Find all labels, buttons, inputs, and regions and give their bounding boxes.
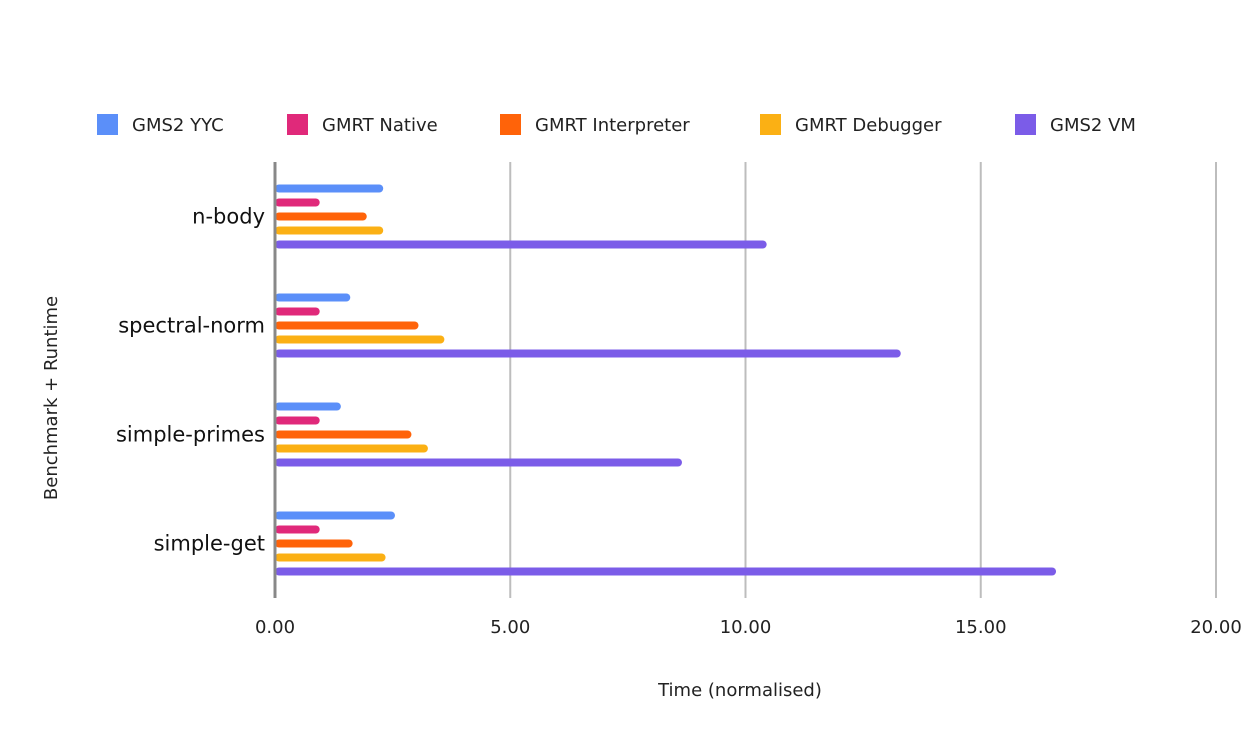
bar bbox=[275, 525, 320, 534]
category-label: n-body bbox=[192, 205, 265, 229]
bar bbox=[275, 553, 386, 562]
bar bbox=[275, 444, 428, 453]
x-tick-label: 5.00 bbox=[490, 617, 530, 638]
legend-swatch bbox=[287, 114, 308, 135]
bar bbox=[275, 321, 419, 330]
legend-item: GMRT Debugger bbox=[760, 114, 942, 136]
x-tick-labels: 0.00 5.00 10.00 15.00 20.00 bbox=[255, 617, 1242, 638]
bar bbox=[275, 212, 367, 221]
gridlines bbox=[509, 162, 1217, 598]
category-labels: n-body spectral-norm simple-primes simple-g… bbox=[116, 205, 265, 556]
legend-item: GMRT Native bbox=[287, 114, 438, 136]
category-label: spectral-norm bbox=[118, 314, 265, 338]
legend-item: GMRT Interpreter bbox=[500, 114, 690, 136]
bars bbox=[275, 184, 1057, 576]
bar bbox=[275, 458, 682, 467]
bar bbox=[275, 430, 412, 439]
legend-swatch bbox=[1015, 114, 1036, 135]
bar bbox=[275, 402, 341, 411]
bar bbox=[275, 226, 384, 235]
legend: GMS2 YYC GMRT Native GMRT Interpreter GMRT … bbox=[97, 114, 1136, 136]
x-tick-label: 20.00 bbox=[1190, 617, 1242, 638]
legend-label: GMRT Debugger bbox=[795, 115, 942, 136]
bar bbox=[275, 198, 320, 207]
legend-item: GMS2 YYC bbox=[97, 114, 224, 136]
legend-label: GMRT Interpreter bbox=[535, 115, 690, 136]
bar bbox=[275, 240, 767, 249]
legend-label: GMS2 VM bbox=[1050, 115, 1136, 136]
legend-item: GMS2 VM bbox=[1015, 114, 1136, 136]
bar bbox=[275, 539, 353, 548]
legend-swatch bbox=[760, 114, 781, 135]
bar bbox=[275, 184, 384, 193]
y-axis-title: Benchmark + Runtime bbox=[41, 296, 62, 500]
x-tick-label: 0.00 bbox=[255, 617, 295, 638]
category-label: simple-primes bbox=[116, 423, 265, 447]
legend-swatch bbox=[500, 114, 521, 135]
x-tick-label: 15.00 bbox=[955, 617, 1007, 638]
bar bbox=[275, 349, 901, 358]
bar bbox=[275, 567, 1057, 576]
legend-swatch bbox=[97, 114, 118, 135]
legend-label: GMS2 YYC bbox=[132, 115, 224, 136]
bar bbox=[275, 416, 320, 425]
bar bbox=[275, 511, 395, 520]
x-axis-title: Time (normalised) bbox=[657, 680, 822, 701]
category-label: simple-get bbox=[154, 532, 265, 556]
legend-label: GMRT Native bbox=[322, 115, 438, 136]
bar bbox=[275, 293, 351, 302]
bar bbox=[275, 307, 320, 316]
x-tick-label: 10.00 bbox=[720, 617, 772, 638]
bar bbox=[275, 335, 445, 344]
